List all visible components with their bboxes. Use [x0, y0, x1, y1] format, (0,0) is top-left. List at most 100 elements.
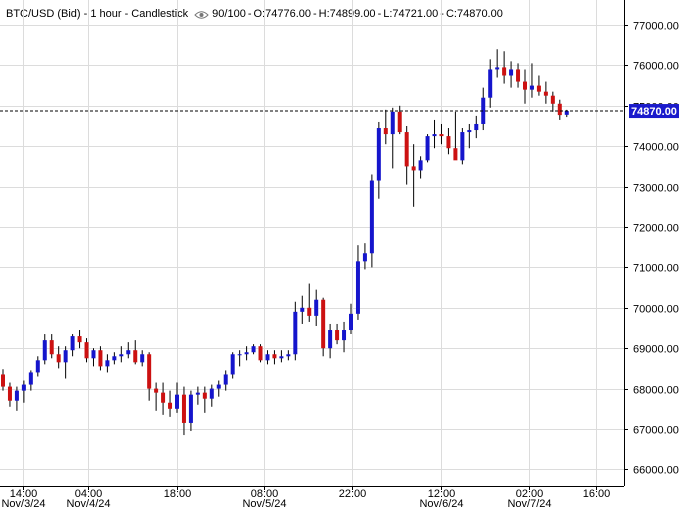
- candle[interactable]: [56, 346, 61, 369]
- candle[interactable]: [168, 390, 173, 417]
- candle[interactable]: [439, 123, 444, 145]
- x-date-label: Nov/4/24: [66, 498, 110, 509]
- candle[interactable]: [369, 174, 374, 268]
- candle-body-up: [425, 136, 430, 161]
- candle[interactable]: [272, 350, 277, 365]
- candle[interactable]: [265, 350, 270, 365]
- candle[interactable]: [21, 380, 26, 403]
- candle[interactable]: [474, 115, 479, 139]
- candle[interactable]: [300, 295, 305, 324]
- candle[interactable]: [230, 352, 235, 379]
- candle[interactable]: [488, 59, 493, 108]
- candle[interactable]: [84, 338, 89, 363]
- candle[interactable]: [453, 111, 458, 161]
- candle[interactable]: [432, 119, 437, 149]
- candle[interactable]: [425, 134, 430, 163]
- candle[interactable]: [209, 384, 214, 407]
- candle[interactable]: [14, 386, 19, 411]
- candle[interactable]: [161, 382, 166, 415]
- chart-header: BTC/USD (Bid) - 1 hour - Candlestick 90/…: [6, 8, 503, 20]
- candle[interactable]: [195, 386, 200, 405]
- candle[interactable]: [557, 99, 562, 120]
- candle[interactable]: [77, 330, 82, 349]
- candle[interactable]: [495, 49, 500, 78]
- candle[interactable]: [175, 382, 179, 413]
- candle[interactable]: [70, 334, 75, 357]
- candle[interactable]: [342, 321, 347, 353]
- eye-icon[interactable]: [194, 9, 209, 19]
- candle[interactable]: [502, 51, 507, 84]
- candle[interactable]: [516, 63, 521, 88]
- candle[interactable]: [529, 63, 534, 98]
- candle[interactable]: [126, 342, 131, 359]
- candle[interactable]: [411, 144, 416, 207]
- candle[interactable]: [286, 350, 291, 361]
- candle[interactable]: [279, 350, 284, 363]
- candle[interactable]: [140, 350, 145, 367]
- candle[interactable]: [154, 382, 159, 411]
- candle[interactable]: [509, 61, 514, 88]
- candle[interactable]: [335, 323, 340, 345]
- candle[interactable]: [467, 123, 472, 149]
- candle[interactable]: [133, 340, 138, 365]
- candle[interactable]: [383, 109, 388, 145]
- candle[interactable]: [28, 370, 33, 391]
- candle[interactable]: [35, 356, 40, 377]
- candle[interactable]: [7, 382, 12, 407]
- candle[interactable]: [237, 350, 242, 367]
- candle[interactable]: [543, 81, 548, 104]
- candle-body-up: [293, 311, 298, 355]
- candle[interactable]: [181, 386, 186, 436]
- candle-body-up: [188, 394, 193, 423]
- candle[interactable]: [258, 344, 263, 363]
- y-tick-label: 76000.00: [633, 61, 679, 73]
- candle[interactable]: [404, 126, 409, 185]
- candle[interactable]: [223, 370, 228, 391]
- candle[interactable]: [216, 380, 221, 397]
- candle[interactable]: [119, 346, 124, 363]
- candle[interactable]: [314, 289, 319, 326]
- candle[interactable]: [376, 121, 381, 199]
- candle-body-down: [502, 67, 507, 76]
- candle[interactable]: [397, 105, 402, 135]
- candle[interactable]: [42, 334, 47, 365]
- candle[interactable]: [523, 69, 527, 104]
- candle[interactable]: [293, 301, 298, 361]
- x-tick-label: 22:00: [339, 488, 367, 500]
- candle[interactable]: [481, 87, 486, 131]
- candle[interactable]: [202, 386, 207, 413]
- candle[interactable]: [105, 354, 110, 373]
- candle[interactable]: [188, 390, 193, 432]
- candle[interactable]: [362, 243, 367, 270]
- candle-body-up: [279, 356, 284, 359]
- candle[interactable]: [1, 369, 5, 391]
- candle[interactable]: [307, 283, 312, 322]
- candle[interactable]: [98, 346, 103, 371]
- candle[interactable]: [321, 297, 326, 357]
- candle[interactable]: [355, 245, 360, 320]
- candle[interactable]: [349, 303, 353, 335]
- candle-body-down: [383, 128, 388, 135]
- candle[interactable]: [91, 348, 96, 367]
- candle-body-down: [516, 69, 521, 82]
- x-tick-label: 04:00: [75, 488, 103, 500]
- candle[interactable]: [147, 352, 152, 401]
- candle[interactable]: [112, 352, 117, 365]
- candle[interactable]: [251, 344, 256, 355]
- candle[interactable]: [418, 156, 423, 179]
- y-tick-label: 70000.00: [633, 304, 679, 316]
- candle[interactable]: [328, 323, 333, 359]
- candle[interactable]: [536, 75, 541, 96]
- candle[interactable]: [49, 334, 54, 359]
- candle-body-up: [216, 384, 221, 389]
- candle[interactable]: [390, 107, 395, 169]
- candle[interactable]: [244, 346, 249, 361]
- candle-body-down: [84, 342, 89, 359]
- candle[interactable]: [550, 91, 555, 112]
- candle[interactable]: [446, 128, 451, 155]
- current-price-tag: [629, 104, 679, 119]
- candle[interactable]: [63, 346, 68, 379]
- candle[interactable]: [460, 128, 465, 165]
